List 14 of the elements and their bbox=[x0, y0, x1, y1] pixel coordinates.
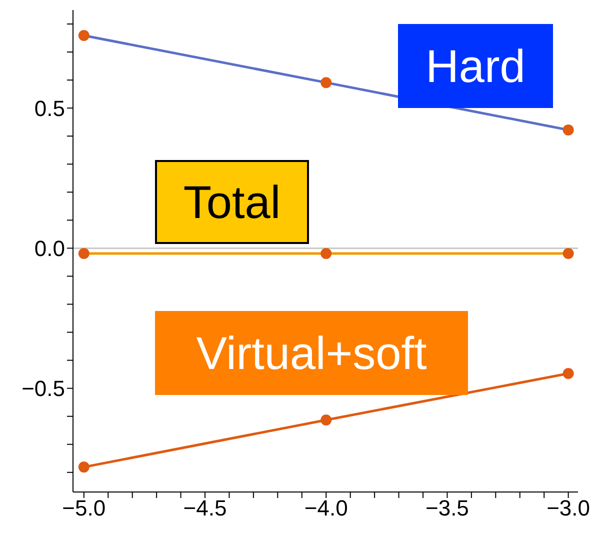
x-tick-label: −3.0 bbox=[546, 496, 590, 521]
x-tick-label: −3.5 bbox=[425, 496, 469, 521]
y-tick-label: 0.0 bbox=[34, 236, 65, 262]
x-tick-label: −4.0 bbox=[304, 496, 348, 521]
point bbox=[320, 414, 332, 426]
y-tick-label: −0.5 bbox=[22, 376, 65, 402]
series-label: Total bbox=[155, 160, 309, 244]
y-tick-label: 0.5 bbox=[34, 96, 65, 121]
point bbox=[78, 462, 90, 473]
point bbox=[562, 368, 574, 379]
x-tick-label: −5.0 bbox=[62, 496, 106, 521]
series-label: Hard bbox=[398, 24, 553, 108]
series-label: Virtual+soft bbox=[155, 311, 468, 395]
x-tick-label: −4.5 bbox=[183, 496, 227, 521]
